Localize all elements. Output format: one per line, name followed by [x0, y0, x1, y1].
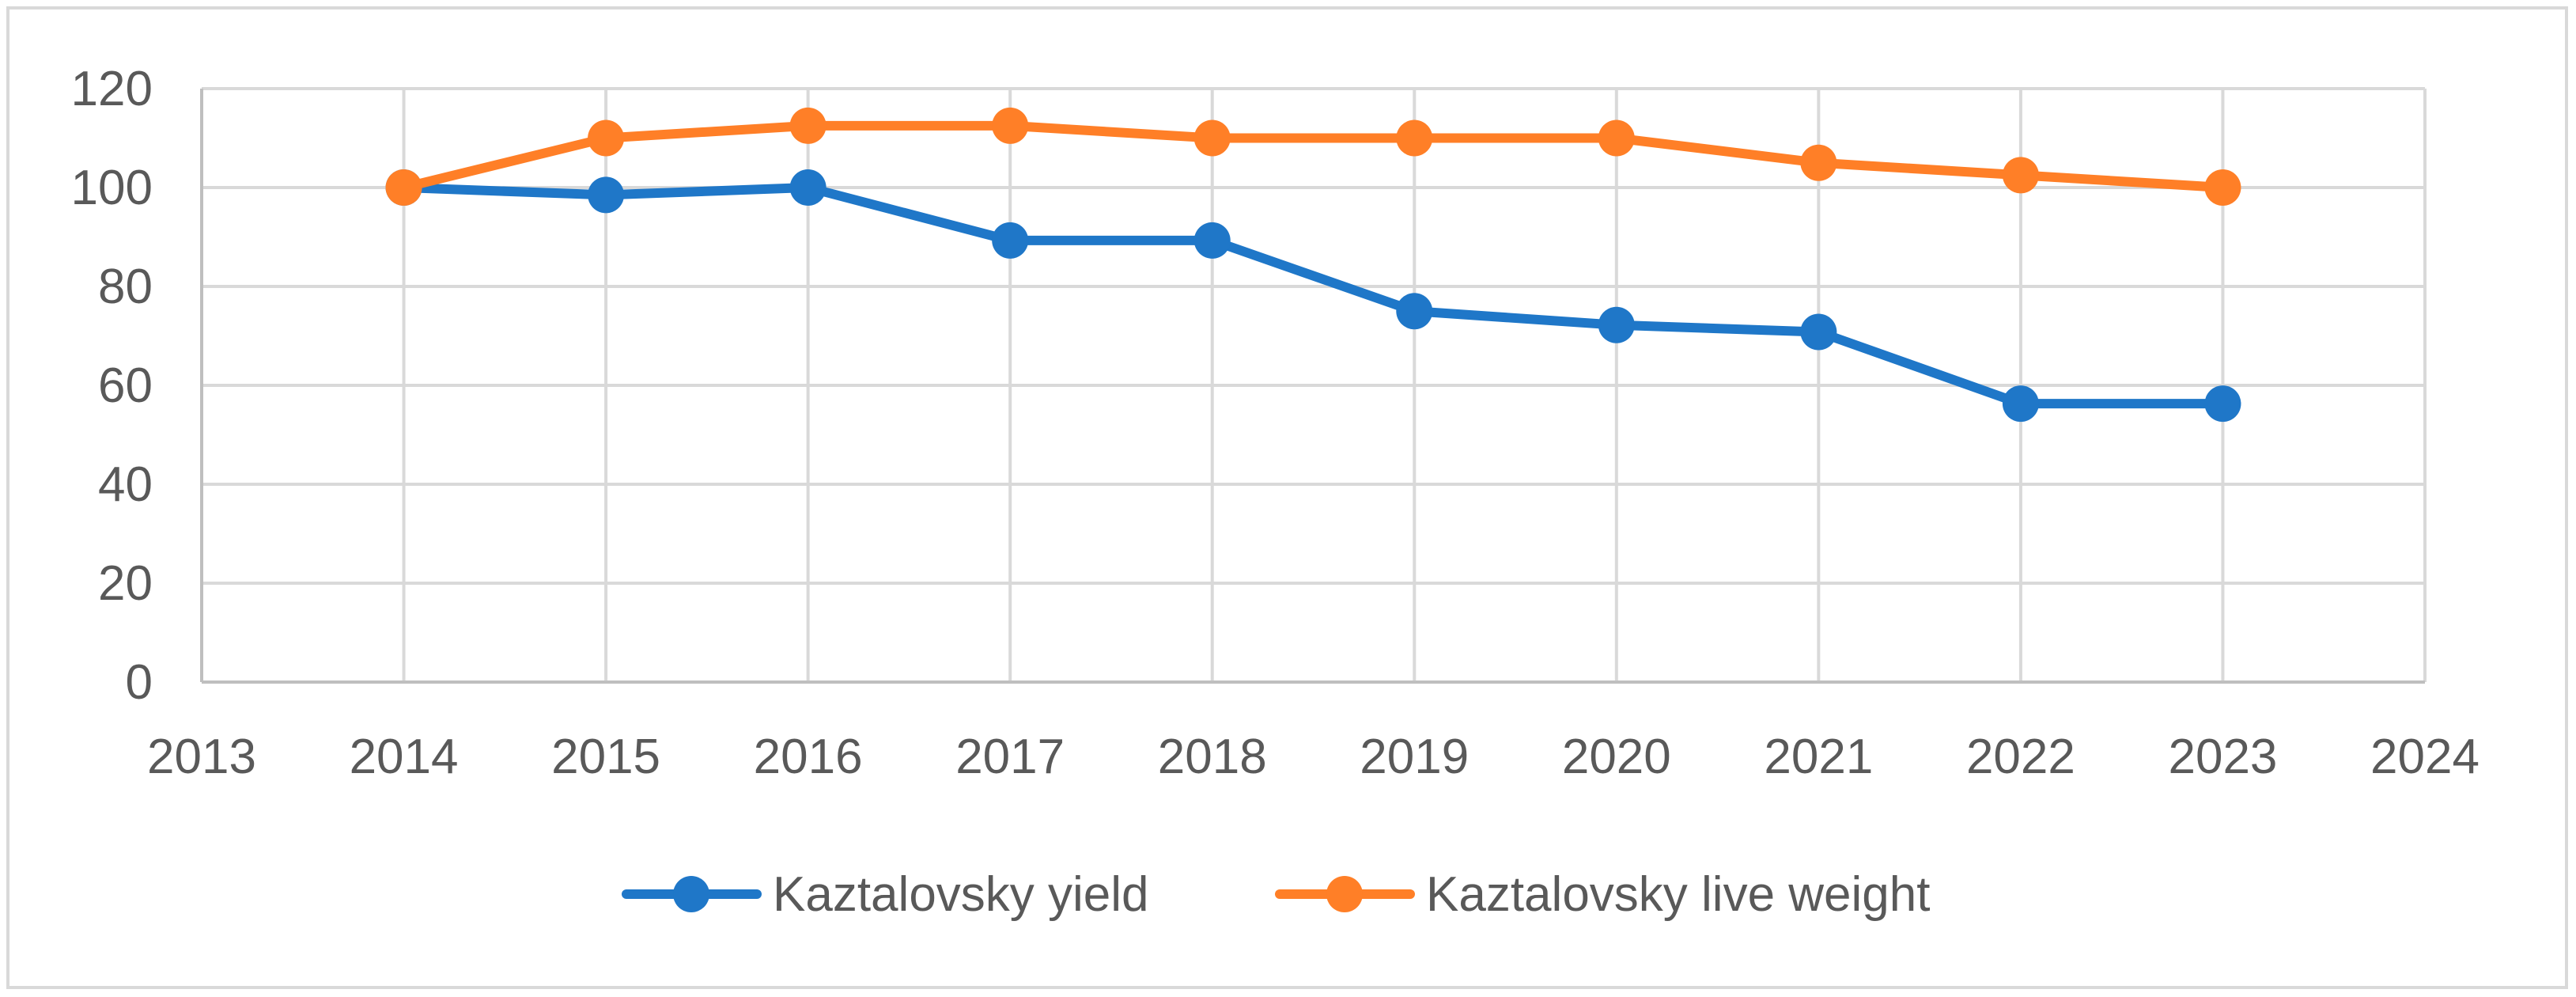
data-point: [2204, 385, 2241, 423]
y-tick-label: 120: [71, 62, 153, 116]
x-tick-label: 2019: [1360, 730, 1469, 784]
x-tick-label: 2021: [1764, 730, 1873, 784]
x-tick-label: 2018: [1158, 730, 1267, 784]
x-tick-label: 2020: [1562, 730, 1671, 784]
data-point: [1193, 119, 1231, 157]
x-tick-label: 2016: [754, 730, 863, 784]
x-tick-label: 2013: [147, 730, 256, 784]
data-point: [588, 176, 625, 214]
y-tick-label: 0: [126, 655, 153, 710]
data-point: [1800, 144, 1837, 181]
line-chart: 0 20 40 60 80 100 120 2013 2014 2015 2016 2017 2018 2…: [71, 62, 2480, 922]
legend-swatch-marker: [1326, 876, 1363, 912]
x-tick-label: 2015: [551, 730, 660, 784]
data-point: [2002, 385, 2039, 423]
data-point: [1193, 222, 1231, 259]
data-point: [789, 107, 827, 144]
legend-entry: Kaztalovsky live weight: [1275, 867, 1931, 922]
data-point: [2204, 169, 2241, 206]
legend-label: Kaztalovsky yield: [773, 867, 1149, 922]
y-tick-label: 60: [98, 358, 153, 413]
series-1: [385, 169, 2241, 423]
data-point: [992, 107, 1029, 144]
y-tick-label: 80: [98, 260, 153, 314]
x-tick-label: 2023: [2168, 730, 2277, 784]
axes: 0 20 40 60 80 100 120 2013 2014 2015 2016 2017 2018 2…: [71, 62, 2480, 784]
data-point: [789, 169, 827, 206]
series-layer: [385, 107, 2241, 423]
x-tick-label: 2024: [2370, 730, 2480, 784]
legend: Kaztalovsky yield Kaztalovsky live weight: [622, 867, 1931, 922]
y-tick-label: 100: [71, 161, 153, 215]
data-point: [1800, 313, 1837, 351]
x-tick-label: 2022: [1966, 730, 2075, 784]
data-point: [992, 222, 1029, 259]
legend-entry: Kaztalovsky yield: [622, 867, 1149, 922]
data-point: [588, 119, 625, 157]
data-point: [1598, 119, 1635, 157]
series-line: [399, 183, 2228, 409]
data-point: [1396, 119, 1433, 157]
series-2: [385, 107, 2241, 206]
data-point: [2002, 157, 2039, 194]
grid-lines: [202, 87, 2427, 682]
x-tick-label: 2014: [350, 730, 459, 784]
data-point: [1396, 293, 1433, 330]
series-line: [399, 120, 2228, 192]
data-point: [385, 169, 422, 206]
y-tick-label: 40: [98, 457, 153, 512]
legend-label: Kaztalovsky live weight: [1426, 867, 1931, 922]
y-tick-label: 20: [98, 556, 153, 611]
chart-frame: 0 20 40 60 80 100 120 2013 2014 2015 2016 2017 2018 2…: [6, 6, 2568, 989]
x-tick-label: 2017: [955, 730, 1065, 784]
legend-swatch-marker: [673, 876, 709, 912]
data-point: [1598, 306, 1635, 343]
